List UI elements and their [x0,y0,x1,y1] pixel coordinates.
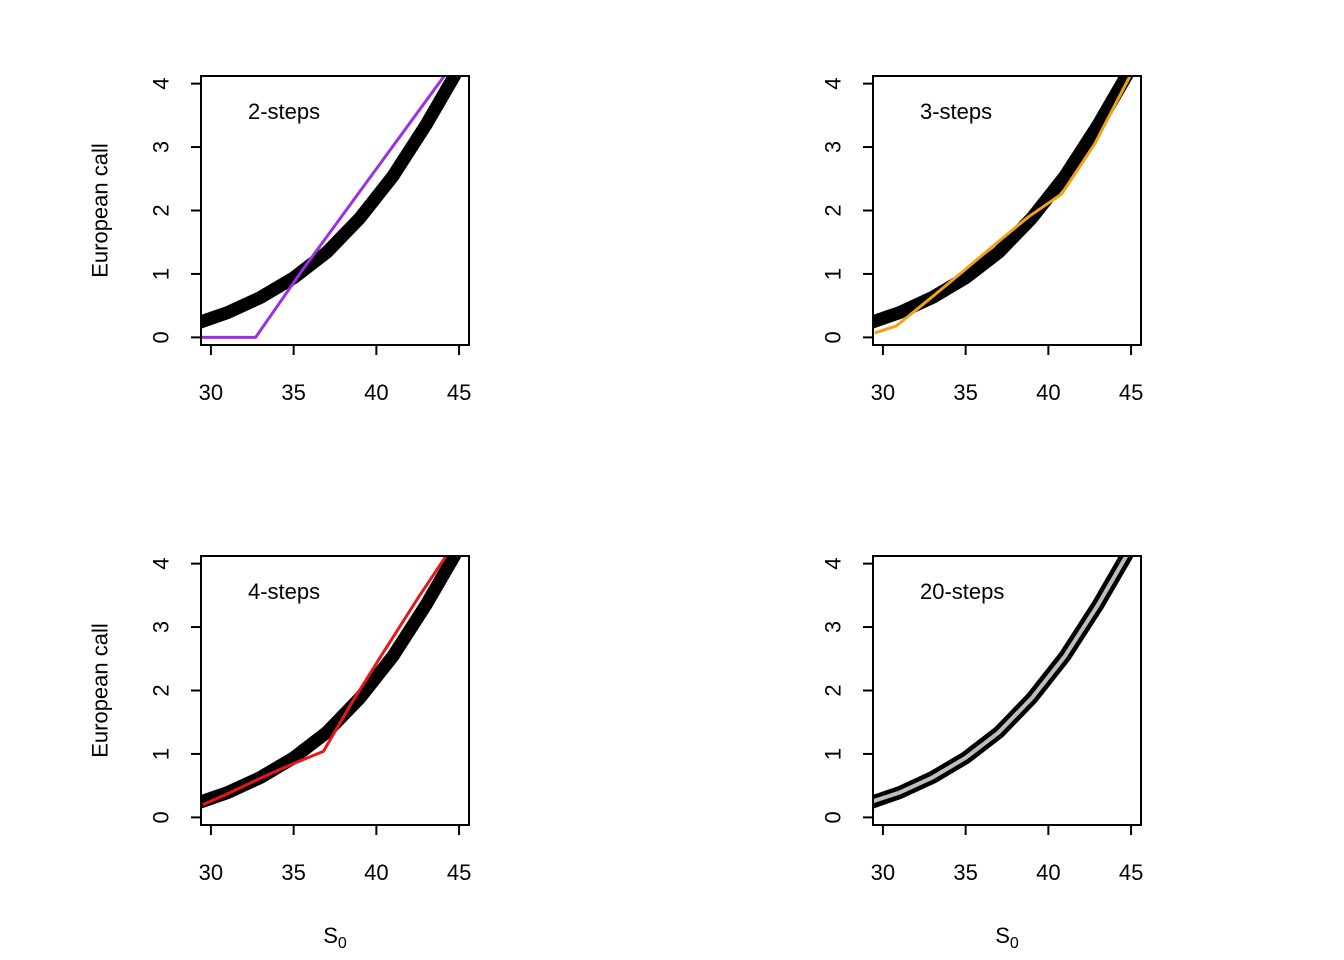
x-axis-title: S0 [323,923,347,952]
y-tick-label: 2 [821,204,846,216]
x-tick-label: 40 [364,860,388,885]
x-tick-label: 35 [953,860,977,885]
x-tick-label: 30 [199,380,223,405]
x-tick-label: 40 [1036,860,1060,885]
y-tick-label: 1 [821,748,846,760]
x-tick-label: 35 [953,380,977,405]
panel-annotation: 4-steps [248,579,320,604]
series-line-approximation [201,76,447,339]
y-tick-label: 3 [149,141,174,153]
y-tick-label: 0 [149,331,174,343]
x-tick-label: 35 [281,380,305,405]
series-line-reference [201,556,462,809]
y-tick-label: 0 [821,811,846,823]
panel-1: 30 35 40 45 0 1 2 3 4 2-steps European call [88,75,471,405]
y-axis-title: European call [88,143,113,278]
panel-annotation: 20-steps [920,579,1004,604]
y-tick-label: 2 [149,684,174,696]
x-tick-label: 45 [447,860,471,885]
series-line-approximation [874,76,1132,335]
panel-4: 30 35 40 45 0 1 2 3 4 20-steps S0 [821,555,1143,952]
y-tick-label: 4 [821,77,846,89]
series-line-approximation [202,556,448,807]
y-tick-label: 2 [821,684,846,696]
x-tick-label: 30 [871,380,895,405]
y-tick-label: 4 [149,77,174,89]
y-axis-title: European call [88,623,113,758]
y-tick-label: 1 [149,268,174,280]
y-tick-label: 4 [821,557,846,569]
panel-annotation: 3-steps [920,99,992,124]
panel-2: 30 35 40 45 0 1 2 3 4 3-steps [821,75,1143,405]
x-axis-title: S0 [995,923,1019,952]
x-tick-label: 40 [1036,380,1060,405]
series-line-approximation [873,556,1129,804]
y-tick-label: 1 [821,268,846,280]
y-tick-label: 1 [149,748,174,760]
x-tick-label: 30 [871,860,895,885]
x-tick-label: 45 [1119,380,1143,405]
x-tick-label: 35 [281,860,305,885]
y-tick-label: 3 [149,621,174,633]
y-tick-label: 3 [821,141,846,153]
series-line-reference [873,76,1134,329]
x-tick-label: 30 [199,860,223,885]
y-tick-label: 3 [821,621,846,633]
x-tick-label: 40 [364,380,388,405]
y-tick-label: 2 [149,204,174,216]
y-tick-label: 0 [149,811,174,823]
y-tick-label: 4 [149,557,174,569]
y-tick-label: 0 [821,331,846,343]
panel-3: 30 35 40 45 0 1 2 3 4 4-steps European call S0 [88,555,471,952]
x-tick-label: 45 [1119,860,1143,885]
x-tick-label: 45 [447,380,471,405]
panel-annotation: 2-steps [248,99,320,124]
series-line-reference [201,76,462,329]
